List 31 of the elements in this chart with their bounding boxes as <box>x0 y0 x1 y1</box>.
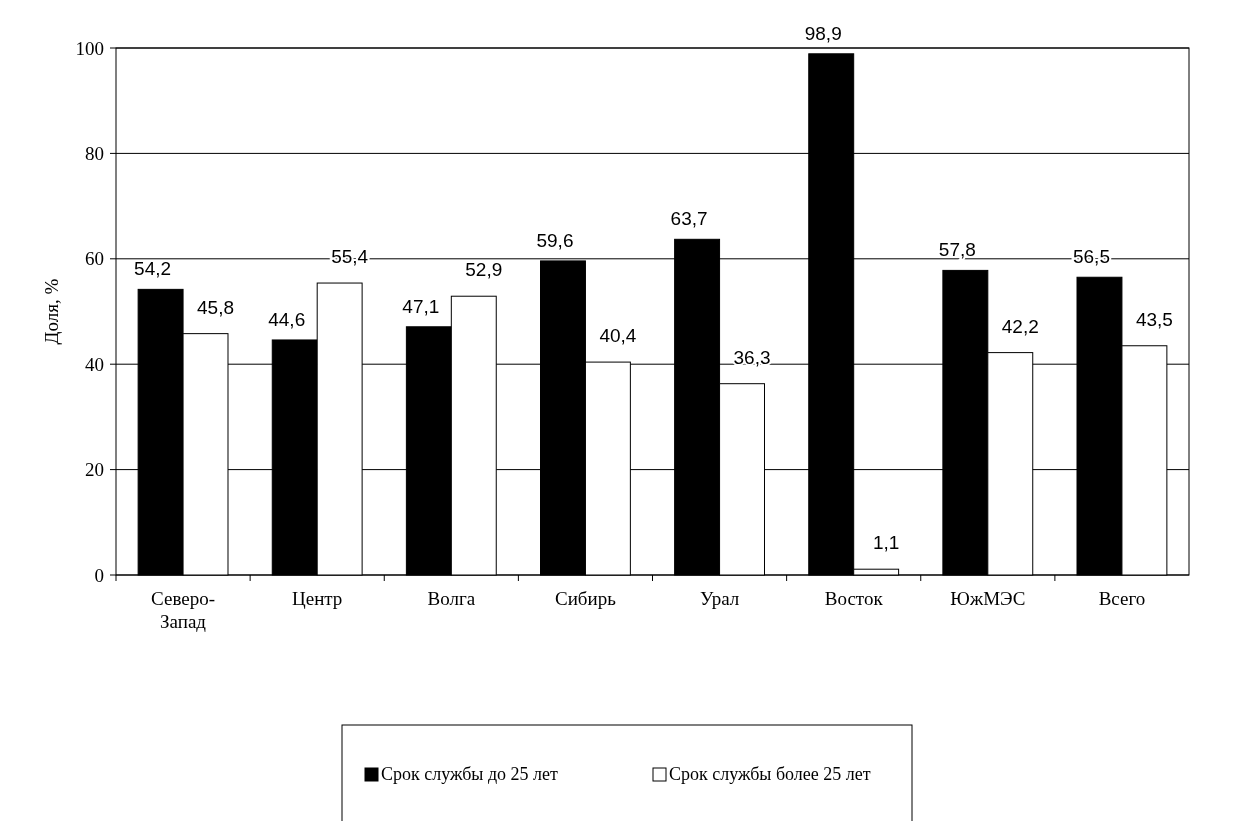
x-tick-label: Северо-Запад <box>151 588 216 632</box>
x-tick-label: Всего <box>1098 588 1146 609</box>
data-label: 43,5 <box>1135 308 1173 330</box>
x-tick-label: Волга <box>427 588 476 609</box>
data-label: 47,1 <box>402 295 440 317</box>
y-axis-title: Доля, % <box>41 278 62 345</box>
data-label: 98,9 <box>804 22 842 44</box>
data-label: 57,8 <box>938 239 976 261</box>
y-tick-label: 80 <box>85 143 104 165</box>
data-label: 1,1 <box>872 532 900 554</box>
legend-label: Срок службы более 25 лет <box>669 764 871 784</box>
x-tick-label: Урал <box>699 588 740 609</box>
data-label: 52,9 <box>465 259 503 281</box>
x-tick-label: Центр <box>292 588 343 609</box>
y-tick-label: 60 <box>85 248 104 270</box>
legend-label: Срок службы до 25 лет <box>381 764 559 784</box>
x-tick-label: Восток <box>824 588 884 609</box>
y-tick-label: 40 <box>85 353 104 375</box>
data-label: 44,6 <box>268 308 306 330</box>
x-tick-label: Сибирь <box>555 588 617 609</box>
y-tick-label: 100 <box>75 37 104 59</box>
data-label: 54,2 <box>134 258 172 280</box>
data-label: 63,7 <box>670 208 708 230</box>
data-label: 45,8 <box>197 296 235 318</box>
x-tick-label: ЮжМЭС <box>950 588 1026 609</box>
y-tick-label: 20 <box>85 459 104 481</box>
y-tick-label: 0 <box>94 564 104 586</box>
data-label: 36,3 <box>733 346 771 368</box>
data-label: 42,2 <box>1001 315 1039 337</box>
data-label: 59,6 <box>536 229 574 251</box>
data-label: 40,4 <box>599 325 637 347</box>
